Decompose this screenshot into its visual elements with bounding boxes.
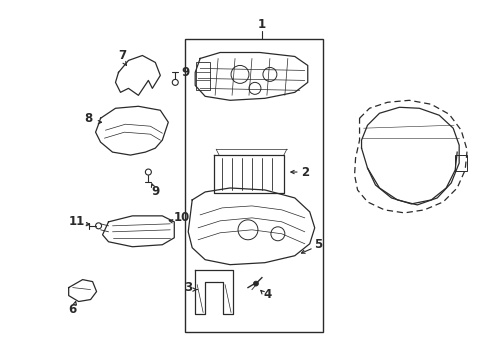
Bar	[196, 62, 210, 90]
Text: 2: 2	[300, 166, 308, 179]
Bar	[185, 39, 322, 332]
Bar	[454, 155, 466, 171]
Text: 11: 11	[68, 215, 84, 228]
Text: 6: 6	[68, 303, 77, 316]
Text: 3: 3	[183, 281, 192, 294]
Text: 10: 10	[174, 211, 190, 224]
Text: 9: 9	[181, 66, 189, 79]
Text: 8: 8	[84, 112, 93, 125]
Text: 7: 7	[118, 49, 126, 62]
Text: 4: 4	[263, 288, 271, 301]
Text: 5: 5	[313, 238, 321, 251]
Circle shape	[253, 281, 258, 286]
Text: 1: 1	[257, 18, 265, 31]
Text: 9: 9	[151, 185, 159, 198]
